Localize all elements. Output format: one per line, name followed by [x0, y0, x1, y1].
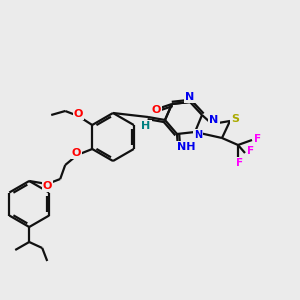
Text: O: O [74, 109, 83, 119]
Text: H: H [141, 121, 151, 131]
Text: N: N [185, 92, 195, 102]
Text: F: F [248, 146, 255, 156]
Text: O: O [151, 105, 161, 115]
Text: O: O [71, 148, 81, 158]
Text: N: N [194, 130, 202, 140]
Text: NH: NH [177, 142, 195, 152]
Text: F: F [236, 158, 244, 168]
Text: O: O [43, 181, 52, 191]
Text: S: S [231, 114, 239, 124]
Text: F: F [254, 134, 262, 144]
Text: N: N [209, 115, 219, 125]
